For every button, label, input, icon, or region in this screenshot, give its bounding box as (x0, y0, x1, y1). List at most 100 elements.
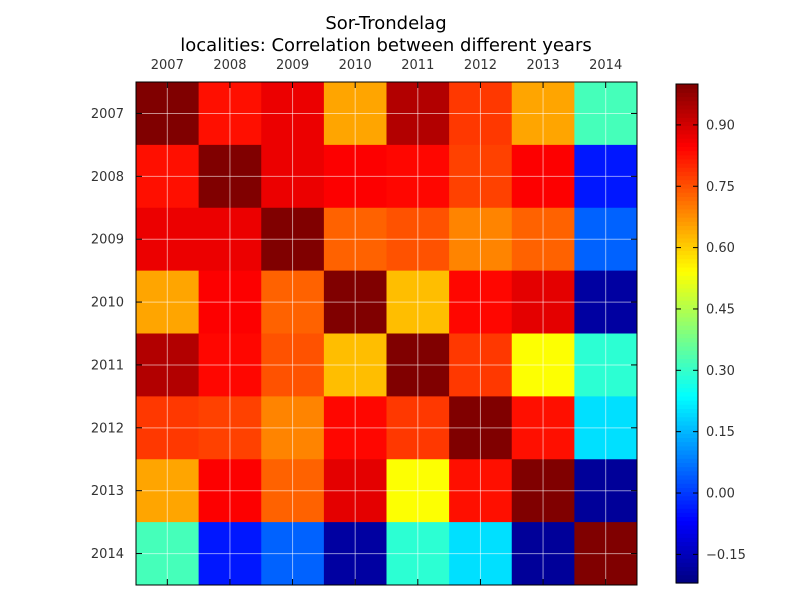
colorbar-segment (676, 266, 698, 272)
colorbar-segment (676, 495, 698, 501)
colorbar-segment (676, 341, 698, 347)
colorbar-segment (676, 192, 698, 197)
colorbar-segment (676, 524, 698, 530)
colorbar-segment (676, 196, 698, 202)
colorbar-segment (676, 146, 698, 152)
colorbar-tick-label: −0.15 (706, 548, 746, 563)
colorbar-segment (676, 321, 698, 326)
colorbar-segment (676, 183, 698, 189)
colorbar-segment (676, 520, 698, 526)
colorbar-segment (676, 470, 698, 476)
colorbar-segment (676, 420, 698, 426)
colorbar-segment (676, 304, 698, 310)
x-tick-label: 2011 (401, 58, 434, 73)
colorbar-segment (676, 491, 698, 497)
colorbar-segment (676, 337, 698, 343)
colorbar-segment (676, 508, 698, 513)
colorbar-segment (676, 483, 698, 488)
colorbar-segment (676, 474, 698, 480)
colorbar-segment (676, 458, 698, 464)
colorbar-segment (676, 345, 698, 351)
colorbar-segment (676, 117, 698, 123)
colorbar-segment (676, 545, 698, 551)
x-tick-label: 2013 (527, 58, 560, 73)
colorbar-segment (676, 150, 698, 156)
colorbar-segment (676, 217, 698, 222)
colorbar-segment (676, 200, 698, 206)
colorbar-segment (676, 333, 698, 339)
colorbar-segment (676, 158, 698, 164)
colorbar-segment (676, 221, 698, 226)
x-tick-label: 2008 (213, 58, 246, 73)
colorbar-segment (676, 375, 698, 380)
chart-title-line-2: localities: Correlation between differen… (180, 35, 591, 56)
colorbar-segment (676, 187, 698, 193)
colorbar-segment (676, 88, 698, 93)
colorbar-segment (676, 100, 698, 106)
colorbar-segment (676, 142, 698, 147)
colorbar-segment (676, 312, 698, 318)
colorbar-segment (676, 354, 698, 360)
colorbar-segment (676, 104, 698, 110)
colorbar-segment (676, 291, 698, 297)
colorbar-segment (676, 366, 698, 372)
colorbar-segment (676, 449, 698, 455)
colorbar-segment (676, 325, 698, 330)
colorbar-segment (676, 262, 698, 268)
colorbar: 0.90 0.75 0.60 0.45 0.30 0.15 0.00 −0.15 (675, 83, 746, 584)
colorbar-segment (676, 549, 698, 555)
colorbar-segment (676, 574, 698, 580)
colorbar-segment (676, 479, 698, 484)
colorbar-segment (676, 437, 698, 443)
y-tick-label: 2014 (91, 547, 124, 562)
colorbar-segment (676, 383, 698, 389)
colorbar-segment (676, 212, 698, 218)
colorbar-tick-label: 0.45 (706, 302, 735, 317)
colorbar-segment (676, 208, 698, 214)
colorbar-segment (676, 533, 698, 538)
colorbar-segment (676, 408, 698, 414)
colorbar-segment (676, 84, 698, 89)
chart-title-line-1: Sor-Trondelag (325, 13, 446, 34)
colorbar-segment (676, 300, 698, 305)
colorbar-segment (676, 316, 698, 322)
colorbar-segment (676, 279, 698, 285)
colorbar-segment (676, 108, 698, 114)
colorbar-segment (676, 350, 698, 355)
colorbar-segment (676, 395, 698, 401)
colorbar-segment (676, 129, 698, 135)
colorbar-segment (676, 512, 698, 518)
colorbar-segment (676, 387, 698, 393)
colorbar-segment (676, 362, 698, 368)
colorbar-segment (676, 566, 698, 572)
colorbar-segment (676, 541, 698, 547)
colorbar-segment (676, 138, 698, 143)
colorbar-segment (676, 445, 698, 451)
colorbar-segment (676, 466, 698, 472)
colorbar-segment (676, 250, 698, 256)
colorbar-segment (676, 537, 698, 543)
colorbar-tick-label: 0.90 (706, 118, 735, 133)
x-tick-label: 2007 (151, 58, 184, 73)
colorbar-segment (676, 358, 698, 364)
colorbar-segment (676, 246, 698, 251)
y-tick-label: 2009 (91, 233, 124, 248)
colorbar-segment (676, 433, 698, 439)
colorbar-segment (676, 175, 698, 181)
colorbar-segment (676, 553, 698, 559)
colorbar-segment (676, 404, 698, 409)
colorbar-tick-label: 0.75 (706, 180, 735, 195)
colorbar-segment (676, 558, 698, 563)
y-tick-label: 2011 (91, 358, 124, 373)
y-tick-label: 2013 (91, 484, 124, 499)
colorbar-segment (676, 204, 698, 210)
colorbar-segment (676, 92, 698, 98)
colorbar-segment (676, 254, 698, 260)
colorbar-segment (676, 487, 698, 493)
colorbar-segment (676, 370, 698, 376)
colorbar-tick-label: 0.60 (706, 241, 735, 256)
plot-frame (135, 81, 638, 586)
colorbar-segment (676, 154, 698, 160)
x-tick-label: 2014 (589, 58, 622, 73)
colorbar-segment (676, 562, 698, 567)
